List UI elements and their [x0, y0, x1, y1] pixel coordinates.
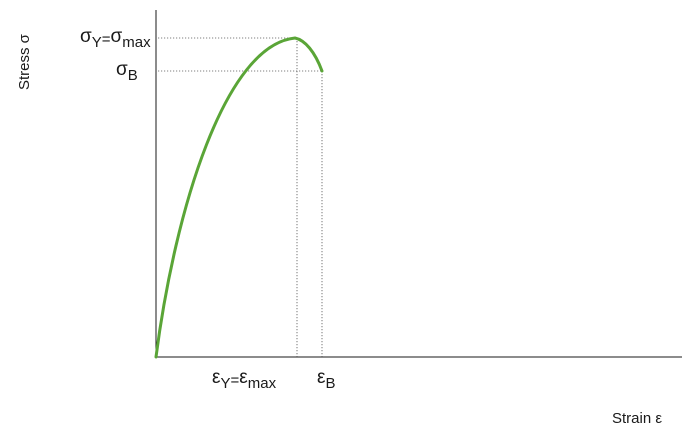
y-marker-yield-max: σY=σmax [80, 26, 151, 51]
x-marker-yield-max: εY=εmax [212, 367, 277, 392]
x-marker-break: εB [317, 367, 336, 392]
stress-strain-curve [154, 36, 324, 359]
y-marker-break: σB [116, 59, 138, 84]
y-axis-title: Stress σ [16, 33, 33, 90]
x-axis-title: Strain ε [612, 410, 662, 427]
